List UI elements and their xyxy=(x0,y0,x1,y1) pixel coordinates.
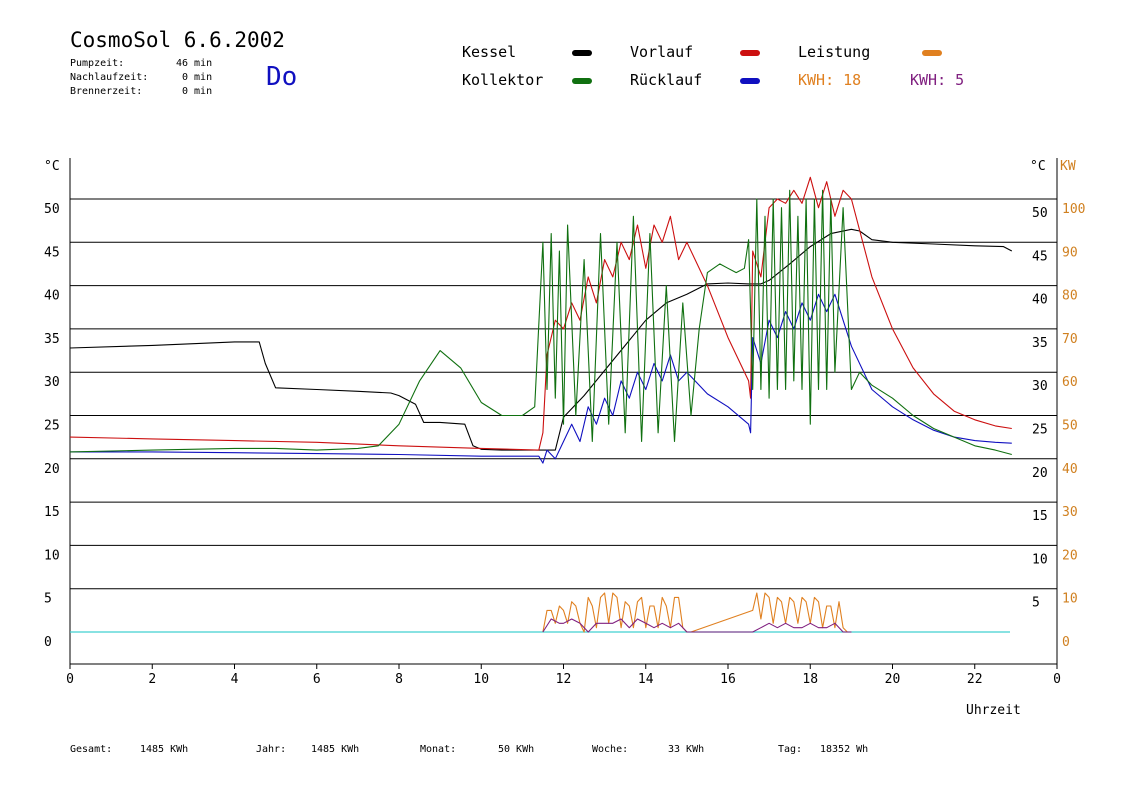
y-tick-label-power: 70 xyxy=(1062,332,1078,347)
x-tick-label: 0 xyxy=(66,672,74,687)
y-tick-label-power: 60 xyxy=(1062,375,1078,390)
legend-kwh-second: KWH: 5 xyxy=(910,71,965,89)
y-tick-label-right: 50 xyxy=(1032,206,1048,221)
y-tick-label-right: 25 xyxy=(1032,423,1048,438)
y-tick-label-power: 30 xyxy=(1062,505,1078,520)
stat-label: Brennerzeit: xyxy=(70,86,143,97)
y-tick-label-power: 50 xyxy=(1062,419,1078,434)
y-tick-label-right: 15 xyxy=(1032,509,1048,524)
stat-label: Nachlaufzeit: xyxy=(70,72,149,83)
y-tick-label-right: 20 xyxy=(1032,466,1048,481)
y-tick-label-left: 25 xyxy=(44,419,60,434)
x-tick-label: 16 xyxy=(720,672,736,687)
stat-value: 0 min xyxy=(182,86,213,97)
footer-value: 18352 Wh xyxy=(820,744,869,755)
series-line xyxy=(542,618,852,633)
y-tick-label-power: 40 xyxy=(1062,462,1078,477)
footer-value: 1485 KWh xyxy=(311,744,360,755)
x-tick-label: 4 xyxy=(231,672,239,687)
y-tick-label-right: 40 xyxy=(1032,293,1048,308)
footer-label: Monat: xyxy=(420,744,457,755)
legend-kollektor-swatch xyxy=(572,78,592,84)
y-tick-label-power: 10 xyxy=(1062,592,1078,607)
footer-value: 33 KWh xyxy=(668,744,705,755)
x-tick-label: 22 xyxy=(967,672,983,687)
series-line xyxy=(69,228,1013,451)
x-tick-label: 8 xyxy=(395,672,403,687)
stat-label: Pumpzeit: xyxy=(70,58,125,69)
y-tick-label-power: 0 xyxy=(1062,635,1070,650)
y-tick-label-power: 80 xyxy=(1062,289,1078,304)
y-tick-label-left: 45 xyxy=(44,245,60,260)
footer-label: Woche: xyxy=(592,744,629,755)
x-tick-label: 20 xyxy=(885,672,901,687)
legend-kollektor-label: Kollektor xyxy=(462,71,544,89)
series-line xyxy=(69,189,1012,456)
y-tick-label-power: 90 xyxy=(1062,245,1078,260)
x-tick-label: 0 xyxy=(1053,672,1061,687)
legend-kessel-label: Kessel xyxy=(462,43,517,61)
weekday-label: Do xyxy=(266,62,298,92)
y-tick-label-left: 40 xyxy=(44,289,60,304)
stat-value: 0 min xyxy=(182,72,213,83)
y-tick-label-left: 15 xyxy=(44,505,60,520)
y-tick-label-right: 35 xyxy=(1032,336,1048,351)
series-line xyxy=(542,592,852,633)
y-tick-label-right: 30 xyxy=(1032,379,1048,394)
footer-label: Gesamt: xyxy=(70,744,113,755)
x-tick-label: 2 xyxy=(148,672,156,687)
y-axis-unit-power: KW xyxy=(1060,159,1076,174)
series-line xyxy=(70,293,1012,464)
legend-leistung-label: Leistung xyxy=(798,43,871,61)
legend-leistung-swatch xyxy=(922,50,942,56)
y-tick-label-power: 20 xyxy=(1062,548,1078,563)
series-line xyxy=(69,176,1012,451)
x-tick-label: 18 xyxy=(802,672,818,687)
y-tick-label-left: 5 xyxy=(44,592,52,607)
y-tick-label-left: 20 xyxy=(44,462,60,477)
x-axis-title: Uhrzeit xyxy=(966,703,1021,718)
legend-ruecklauf-label: Rücklauf xyxy=(630,71,703,89)
footer-label: Tag: xyxy=(778,744,803,755)
legend-kessel-swatch xyxy=(572,50,592,56)
y-tick-label-left: 30 xyxy=(44,375,60,390)
x-tick-label: 6 xyxy=(313,672,321,687)
x-tick-label: 10 xyxy=(473,672,489,687)
y-tick-label-right: 45 xyxy=(1032,249,1048,264)
y-tick-label-left: 10 xyxy=(44,548,60,563)
stat-value: 46 min xyxy=(176,58,213,69)
y-tick-label-left: 0 xyxy=(44,635,52,650)
y-tick-label-left: 50 xyxy=(44,202,60,217)
y-axis-unit-left: °C xyxy=(44,159,60,174)
footer-label: Jahr: xyxy=(256,744,287,755)
legend-vorlauf-label: Vorlauf xyxy=(630,43,694,61)
y-axis-unit-right: °C xyxy=(1030,159,1046,174)
legend-ruecklauf-swatch xyxy=(740,78,760,84)
footer-value: 1485 KWh xyxy=(140,744,189,755)
y-tick-label-power: 100 xyxy=(1062,202,1085,217)
x-tick-label: 14 xyxy=(638,672,654,687)
footer-value: 50 KWh xyxy=(498,744,535,755)
x-tick-label: 12 xyxy=(556,672,572,687)
y-tick-label-left: 35 xyxy=(44,332,60,347)
legend-kwh-leistung: KWH: 18 xyxy=(798,71,862,89)
y-tick-label-right: 5 xyxy=(1032,596,1040,611)
legend-vorlauf-swatch xyxy=(740,50,760,56)
chart-title: CosmoSol 6.6.2002 xyxy=(70,28,285,52)
y-tick-label-right: 10 xyxy=(1032,552,1048,567)
